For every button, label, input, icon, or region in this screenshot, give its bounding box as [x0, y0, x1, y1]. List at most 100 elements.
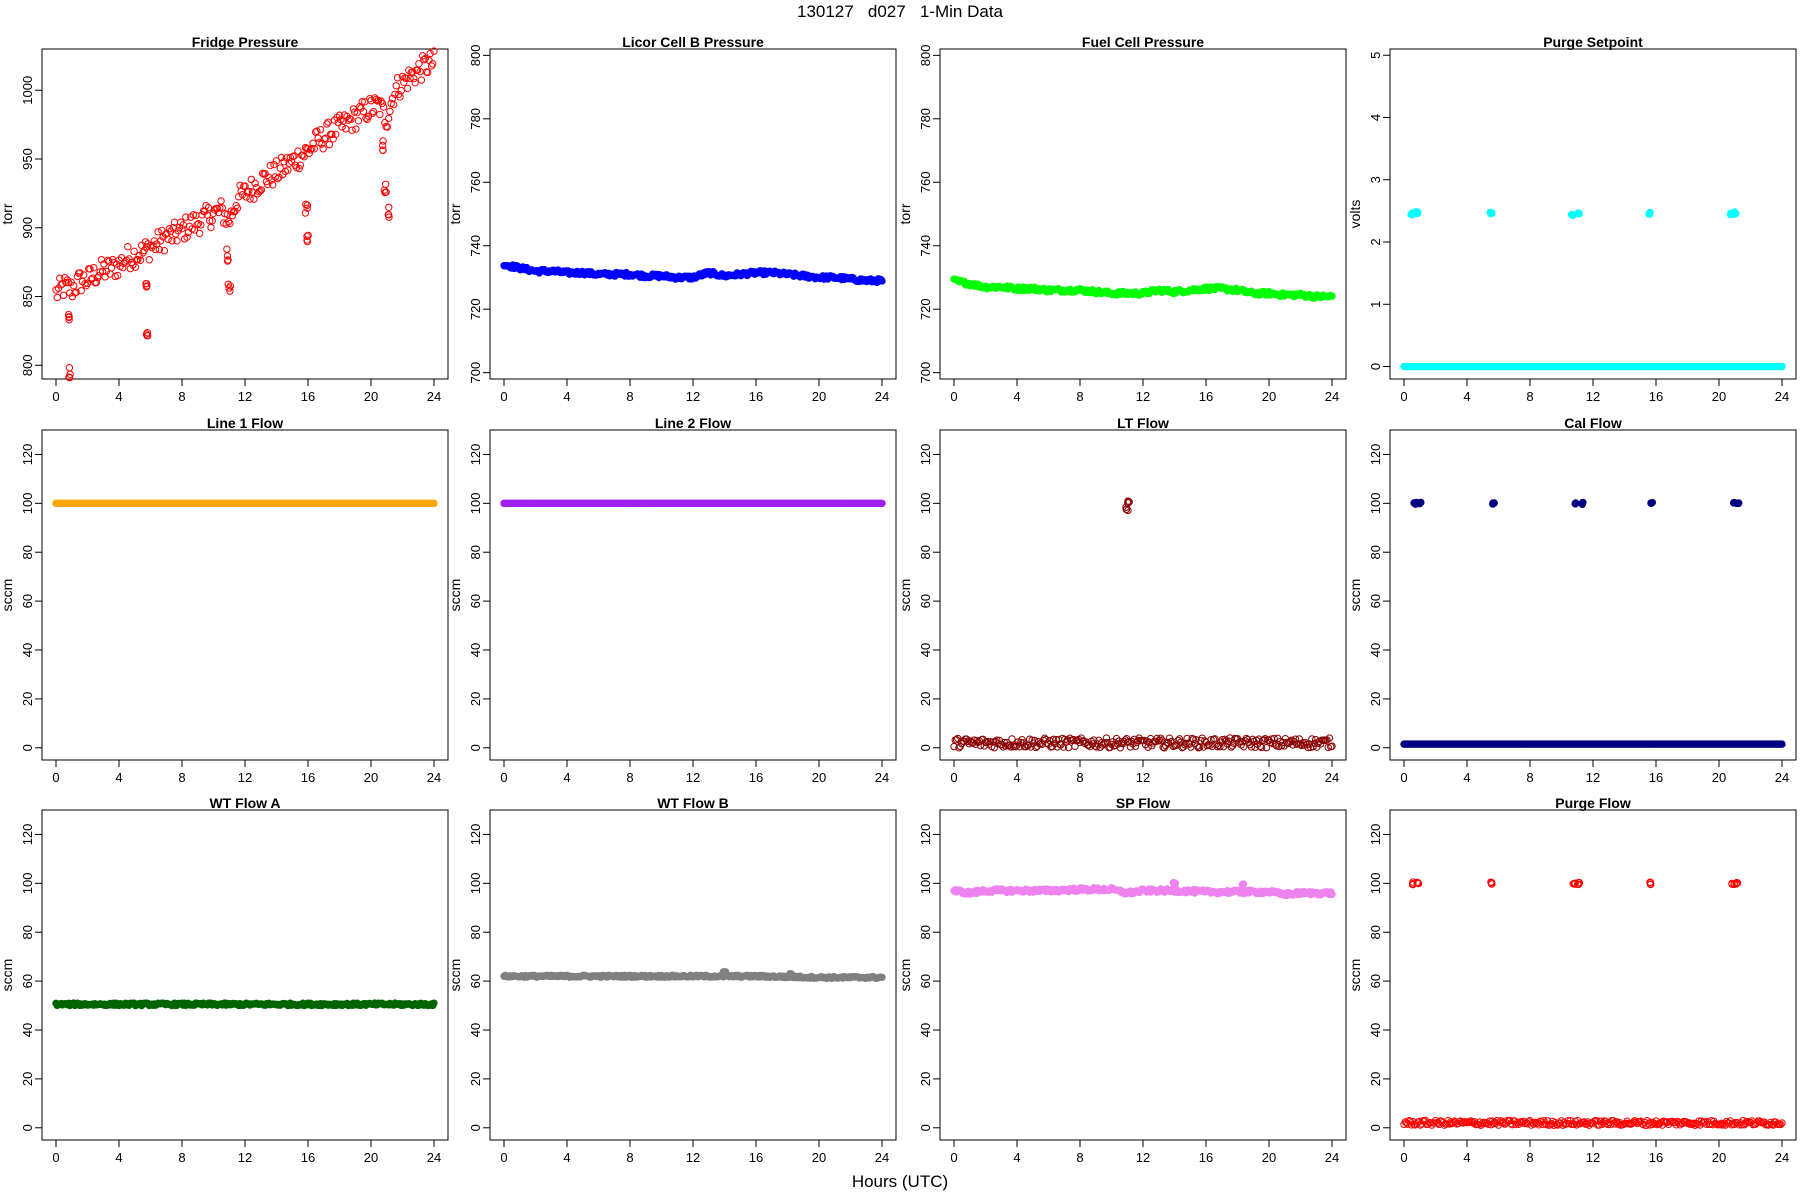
data-point [878, 277, 886, 285]
y-tick-label: 780 [468, 108, 483, 130]
panel-title: Line 1 Flow [207, 415, 283, 431]
data-point [216, 204, 224, 212]
data-point [313, 127, 321, 135]
panel-title: LT Flow [1117, 415, 1169, 431]
data-point [383, 123, 392, 131]
y-tick-label: 100 [20, 872, 35, 894]
data-point [332, 130, 340, 139]
data-point [417, 76, 426, 84]
data-point [420, 56, 428, 64]
data-point [430, 47, 438, 55]
plot-frame [41, 809, 449, 1141]
data-point [222, 220, 230, 228]
x-tick-label: 4 [563, 389, 570, 404]
data-point [314, 134, 322, 142]
x-tick-label: 8 [1076, 389, 1083, 404]
data-point [378, 141, 387, 150]
data-point [272, 157, 281, 165]
data-point [402, 74, 410, 83]
y-tick-label: 40 [918, 1023, 933, 1037]
data-point [112, 260, 121, 268]
data-point [316, 125, 325, 134]
data-point [143, 329, 152, 337]
data-point [143, 331, 151, 340]
x-tick-label: 12 [1136, 1150, 1150, 1165]
data-point [223, 245, 231, 253]
data-point [105, 257, 113, 266]
x-tick-label: 8 [1076, 1150, 1083, 1165]
data-point [1328, 890, 1336, 899]
y-tick-label: 60 [20, 594, 35, 608]
y-tick-label: 40 [1368, 643, 1383, 657]
y-tick-label: 120 [918, 444, 933, 466]
x-tick-label: 20 [1262, 770, 1276, 785]
x-tick-label: 8 [178, 770, 185, 785]
x-tick-label: 20 [1262, 1150, 1276, 1165]
x-tick-label: 24 [1325, 1150, 1339, 1165]
data-point [426, 49, 434, 58]
data-point [411, 78, 419, 87]
x-tick-label: 20 [812, 389, 826, 404]
data-point [378, 99, 387, 108]
data-point [294, 147, 302, 155]
data-point [213, 204, 221, 213]
data-point [124, 242, 132, 251]
series-points [950, 497, 1336, 752]
data-point [1169, 878, 1178, 887]
data-point [256, 187, 264, 195]
plot-frame [41, 429, 449, 761]
data-point [53, 293, 61, 302]
x-tick-label: 4 [115, 389, 122, 404]
x-tick-label: 4 [1463, 1150, 1470, 1165]
data-point [284, 166, 292, 174]
data-point [68, 292, 77, 301]
data-point [1731, 209, 1740, 218]
data-point [247, 175, 256, 184]
y-tick-label: 0 [1368, 1124, 1383, 1131]
data-point [385, 203, 393, 211]
y-tick-label: 800 [918, 44, 933, 66]
data-point [350, 108, 359, 116]
y-tick-label: 60 [468, 974, 483, 988]
data-point [301, 209, 310, 217]
data-point [1778, 740, 1786, 748]
series-points [52, 999, 438, 1010]
y-tick-label: 80 [20, 925, 35, 939]
data-point [59, 291, 68, 299]
data-point [241, 182, 249, 190]
data-point [102, 267, 111, 276]
x-tick-label: 16 [1199, 770, 1213, 785]
x-tick-label: 8 [626, 770, 633, 785]
data-point [303, 201, 311, 209]
data-point [306, 146, 315, 154]
x-tick-label: 16 [1649, 389, 1663, 404]
y-tick-label: 0 [1368, 363, 1383, 370]
y-tick-label: 780 [918, 108, 933, 130]
data-point [142, 283, 151, 291]
y-tick-label: 800 [20, 354, 35, 376]
data-point [400, 78, 408, 87]
y-tick-label: 5 [1368, 52, 1383, 59]
x-tick-label: 16 [749, 1150, 763, 1165]
data-point [310, 145, 318, 153]
series-points [500, 499, 886, 508]
x-tick-label: 0 [52, 1150, 59, 1165]
data-point [251, 179, 259, 187]
x-tick-label: 8 [1526, 389, 1533, 404]
series-points [500, 968, 886, 983]
data-point [204, 204, 213, 212]
data-point [164, 235, 172, 243]
x-tick-label: 12 [238, 770, 252, 785]
data-point [405, 66, 413, 74]
data-point [76, 269, 84, 277]
data-point [263, 180, 272, 189]
data-point [173, 237, 181, 245]
panel-title: Purge Flow [1555, 795, 1631, 811]
y-tick-label: 120 [468, 444, 483, 466]
y-axis-label: sccm [0, 959, 15, 992]
plot-frame [41, 48, 449, 380]
data-point [352, 125, 360, 133]
x-tick-label: 0 [52, 389, 59, 404]
data-point [168, 237, 176, 245]
data-point [90, 263, 98, 272]
